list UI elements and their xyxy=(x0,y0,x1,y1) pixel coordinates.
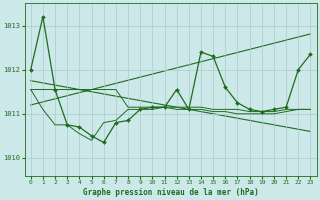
X-axis label: Graphe pression niveau de la mer (hPa): Graphe pression niveau de la mer (hPa) xyxy=(83,188,259,197)
